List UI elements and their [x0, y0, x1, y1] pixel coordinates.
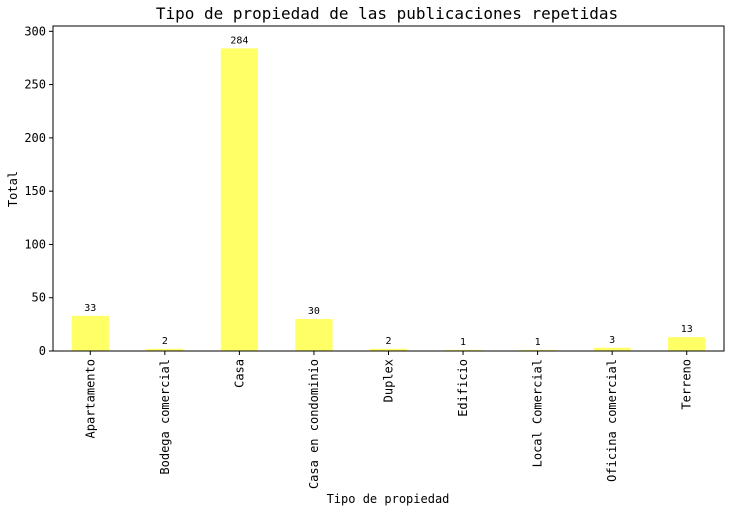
x-tick-label: Bodega comercial [158, 359, 172, 475]
bar [444, 349, 482, 351]
data-label: 3 [609, 335, 615, 346]
y-tick-label: 100 [24, 237, 46, 251]
bar [220, 48, 259, 352]
y-axis-label: Total [6, 171, 20, 207]
x-axis: Apartamento Bodega comercial Casa Casa en c… [83, 351, 694, 489]
x-axis-label: Tipo de propiedad [327, 492, 450, 506]
bar [146, 348, 184, 351]
bar [593, 347, 631, 351]
data-label: 30 [308, 306, 320, 317]
y-tick-label: 150 [24, 184, 46, 198]
bar [295, 319, 333, 351]
y-tick-label: 0 [39, 344, 46, 358]
data-label: 33 [84, 303, 96, 314]
x-tick-label: Oficina comercial [605, 359, 619, 482]
x-tick-label: Local Comercial [531, 359, 545, 467]
y-axis: 0 50 100 150 200 250 300 [24, 24, 53, 358]
y-tick-label: 200 [24, 131, 46, 145]
x-tick-label: Duplex [382, 359, 396, 402]
bar [71, 315, 109, 351]
x-tick-label: Edificio [456, 359, 470, 417]
y-tick-label: 50 [32, 291, 46, 305]
x-tick-label: Terreno [680, 359, 694, 410]
data-label: 1 [535, 337, 541, 348]
plot-frame [52, 25, 725, 352]
bar [518, 349, 557, 351]
y-tick-label: 250 [24, 78, 46, 92]
x-tick-label: Apartamento [83, 359, 97, 438]
data-label: 13 [681, 324, 693, 335]
data-label: 284 [230, 35, 248, 46]
chart-title: Tipo de propiedad de las publicaciones r… [156, 4, 618, 23]
data-label: 2 [162, 336, 168, 347]
bar [668, 337, 706, 351]
data-label: 2 [385, 336, 391, 347]
x-tick-label: Casa [232, 359, 246, 388]
y-tick-label: 300 [24, 24, 46, 38]
bar [369, 348, 408, 351]
x-tick-label: Casa en condominio [307, 359, 321, 489]
data-label: 1 [460, 337, 466, 348]
